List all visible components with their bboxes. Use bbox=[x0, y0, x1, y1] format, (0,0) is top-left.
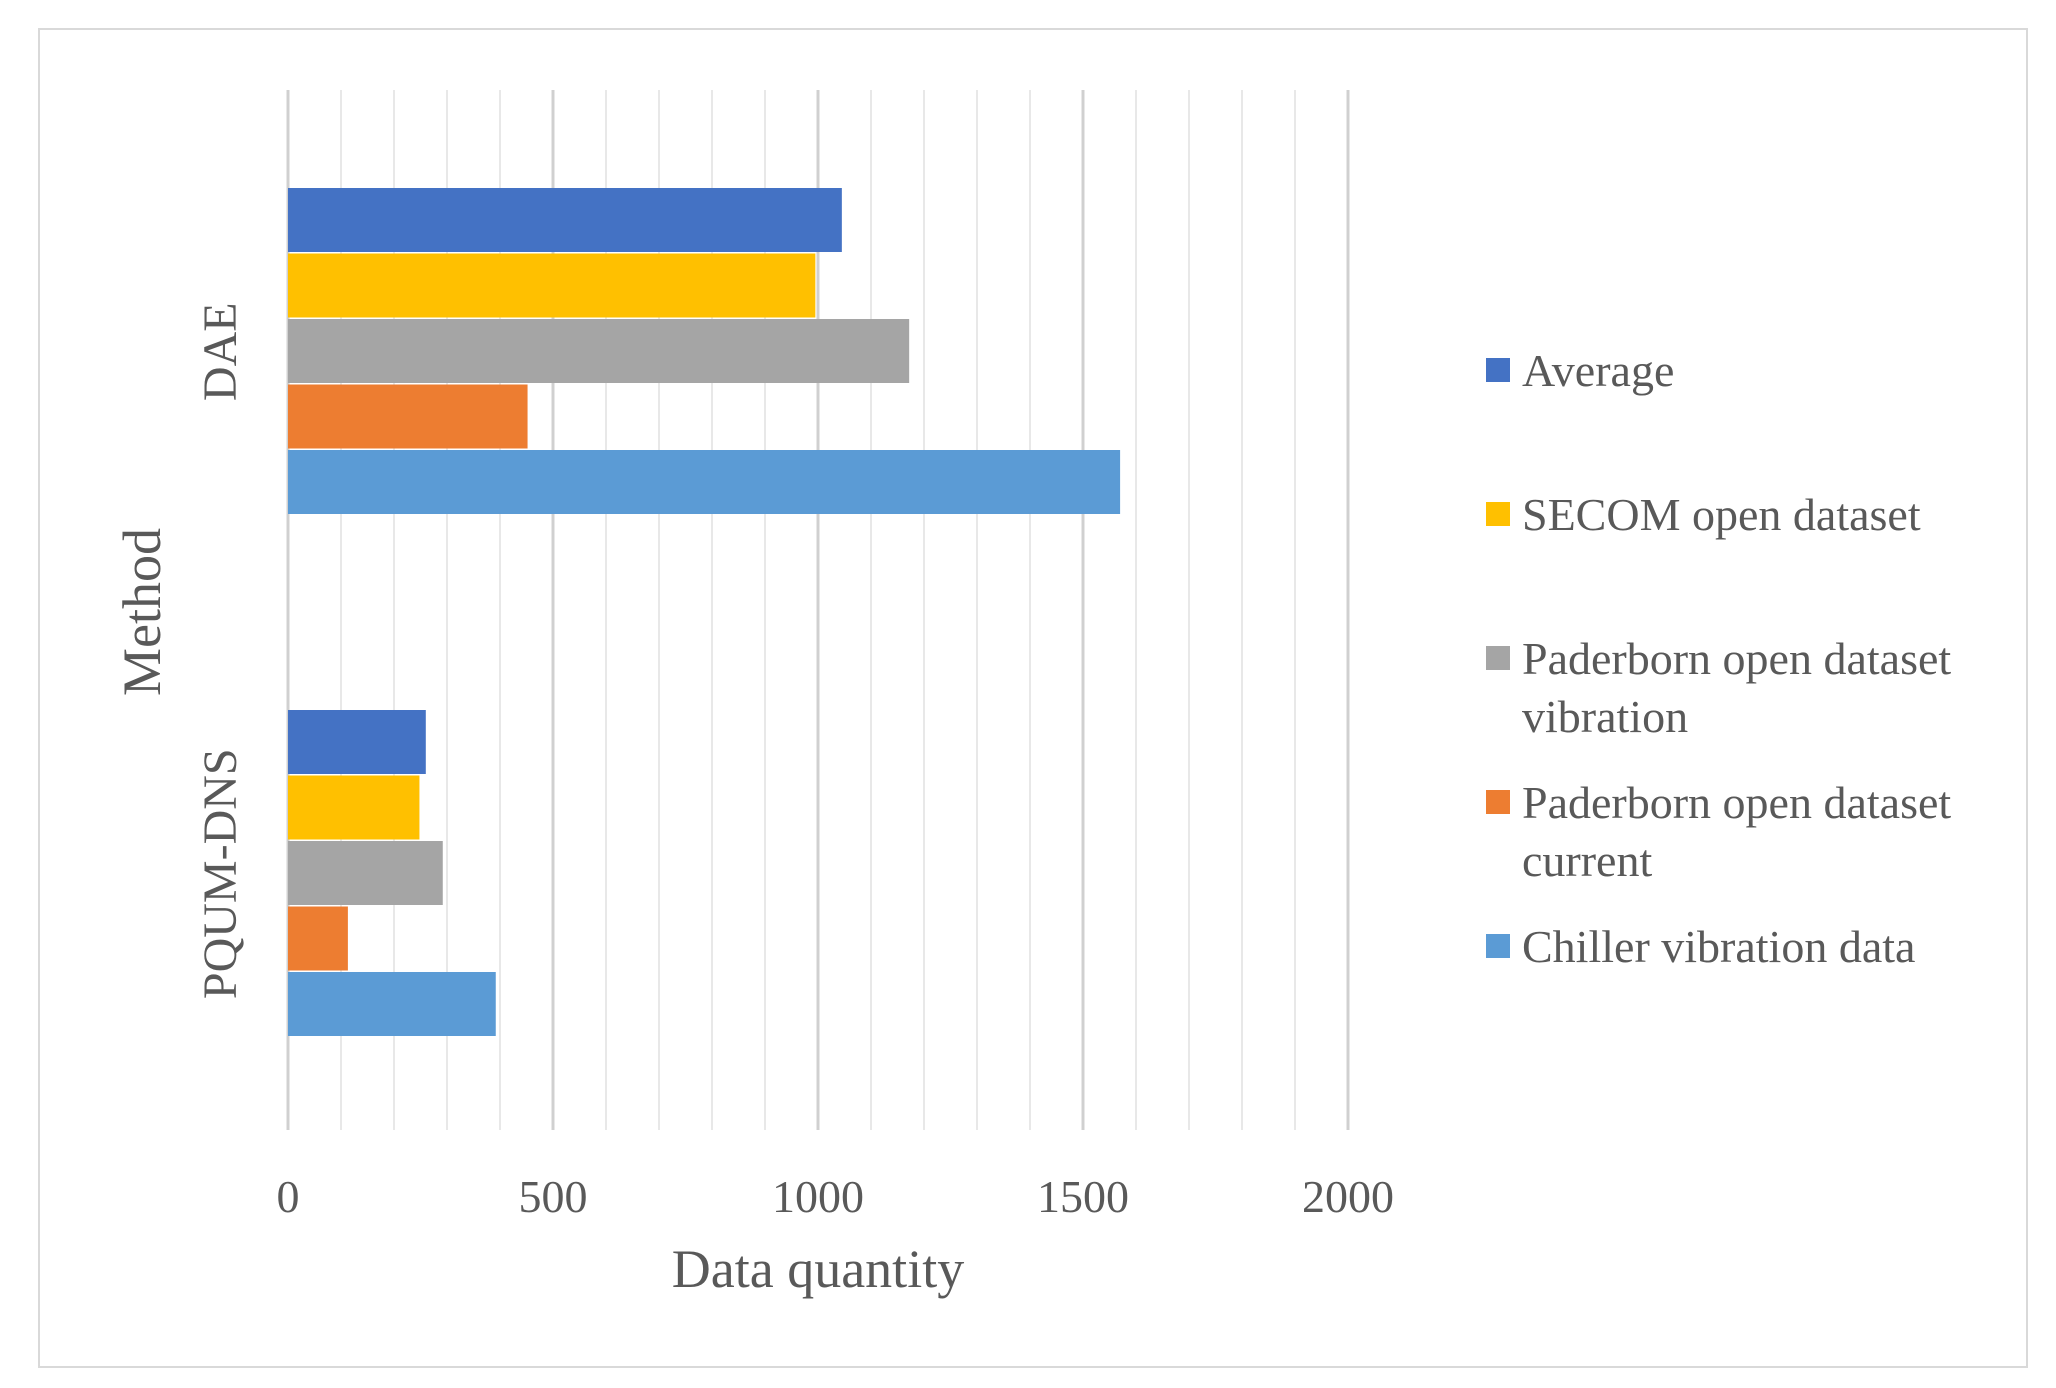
x-axis-ticks: 0 500 1000 1500 2000 bbox=[277, 1171, 1395, 1222]
bar-dae-5 bbox=[288, 450, 1121, 514]
bar-dae-1 bbox=[288, 188, 842, 252]
legend-label: Chiller vibration data bbox=[1522, 921, 1915, 972]
legend-swatch bbox=[1486, 358, 1510, 382]
bar-pqum-dns-5 bbox=[288, 972, 496, 1036]
x-tick-label: 1000 bbox=[772, 1171, 864, 1222]
bar-pqum-dns-2 bbox=[288, 775, 420, 840]
legend-swatch bbox=[1486, 934, 1510, 958]
legend-label: Paderborn open dataset bbox=[1522, 777, 1951, 828]
category-label: PQUM-DNS bbox=[194, 748, 247, 999]
legend-label: Paderborn open dataset bbox=[1522, 633, 1951, 684]
category-label: DAE bbox=[194, 302, 247, 401]
y-axis-categories: DAE PQUM-DNS bbox=[194, 302, 247, 999]
bar-pqum-dns-1 bbox=[288, 710, 426, 774]
x-axis-title: Data quantity bbox=[672, 1239, 964, 1299]
x-tick-label: 500 bbox=[519, 1171, 588, 1222]
y-axis-title: Method bbox=[112, 528, 172, 696]
x-tick-label: 1500 bbox=[1037, 1171, 1129, 1222]
legend: Average SECOM open dataset Paderborn open … bbox=[1486, 345, 1951, 972]
bar-dae-3 bbox=[288, 319, 910, 383]
legend-swatch bbox=[1486, 502, 1510, 526]
legend-label: Average bbox=[1522, 345, 1674, 396]
legend-label: current bbox=[1522, 835, 1652, 886]
bar-pqum-dns-4 bbox=[288, 906, 348, 971]
bar-dae-4 bbox=[288, 384, 528, 449]
x-tick-label: 0 bbox=[277, 1171, 300, 1222]
bar-pqum-dns-3 bbox=[288, 841, 443, 905]
legend-swatch bbox=[1486, 790, 1510, 814]
x-tick-label: 2000 bbox=[1302, 1171, 1394, 1222]
legend-label: vibration bbox=[1522, 691, 1688, 742]
legend-swatch bbox=[1486, 646, 1510, 670]
bars bbox=[288, 188, 1121, 1036]
legend-label: SECOM open dataset bbox=[1522, 489, 1921, 540]
bar-dae-2 bbox=[288, 253, 816, 318]
